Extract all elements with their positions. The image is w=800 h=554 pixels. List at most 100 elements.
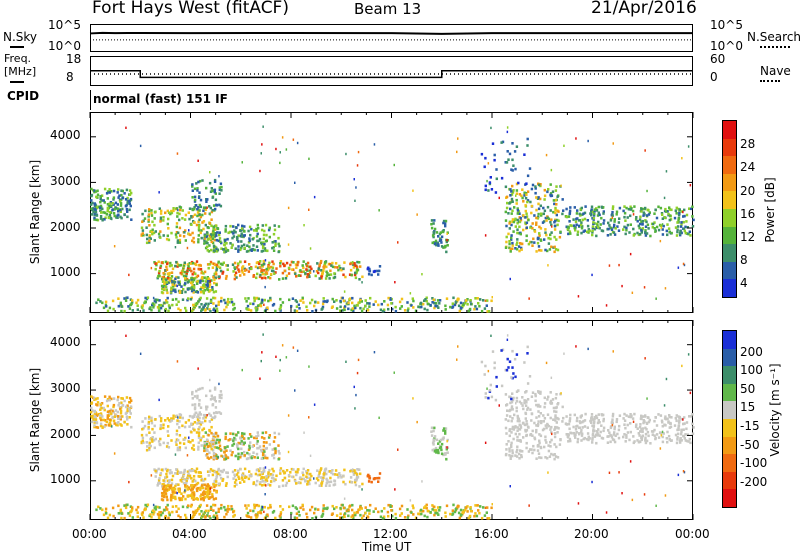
power-cell bbox=[511, 247, 514, 250]
power-cell bbox=[172, 209, 175, 213]
velocity-speckle bbox=[397, 448, 399, 451]
sky-tick-top: 10^5 bbox=[48, 18, 81, 32]
power-cell bbox=[482, 299, 485, 302]
velocity-cell bbox=[304, 479, 307, 482]
power-cell bbox=[194, 263, 198, 267]
velocity-cell bbox=[692, 426, 695, 429]
velocity-cell bbox=[516, 429, 519, 432]
velocity-cell bbox=[524, 404, 528, 407]
power-cell bbox=[234, 247, 237, 250]
power-cell bbox=[230, 246, 233, 249]
power-cell bbox=[613, 218, 616, 221]
velocity-cell bbox=[198, 426, 201, 429]
power-cell bbox=[364, 304, 367, 308]
velocity-speckle bbox=[416, 420, 418, 424]
power-cell bbox=[237, 250, 240, 253]
power-cell bbox=[183, 283, 186, 287]
power-cell bbox=[113, 214, 116, 218]
velocity-cell bbox=[242, 437, 246, 440]
power-cell bbox=[198, 191, 201, 194]
velocity-cell bbox=[301, 471, 304, 474]
velocity-cell bbox=[101, 415, 104, 418]
velocity-cell bbox=[233, 513, 236, 517]
velocity-cell bbox=[121, 397, 124, 400]
power-cell bbox=[554, 199, 557, 202]
power-cell bbox=[369, 296, 372, 300]
power-cell bbox=[209, 248, 213, 252]
power-cell bbox=[101, 207, 104, 211]
power-cell bbox=[194, 272, 197, 276]
power-cell bbox=[540, 214, 543, 217]
velocity-cell bbox=[119, 417, 122, 421]
power-cell bbox=[175, 231, 179, 234]
velocity-cell bbox=[190, 477, 193, 480]
velocity-cell bbox=[438, 509, 441, 512]
velocity-cell bbox=[243, 450, 246, 454]
velocity-cell bbox=[271, 467, 274, 471]
velocity-cell bbox=[596, 431, 599, 435]
velocity-cell bbox=[212, 440, 215, 444]
power-cell bbox=[451, 305, 455, 308]
velocity-cell bbox=[120, 512, 123, 515]
colorbar-segment bbox=[723, 138, 736, 157]
velocity-cell bbox=[196, 487, 199, 491]
power-cell bbox=[112, 189, 116, 193]
velocity-cell bbox=[529, 433, 532, 437]
velocity-cell bbox=[644, 426, 647, 430]
velocity-cell bbox=[546, 456, 549, 460]
velocity-cell bbox=[623, 423, 626, 426]
power-cell bbox=[90, 193, 94, 197]
velocity-cell bbox=[172, 487, 175, 491]
power-cell bbox=[580, 226, 584, 230]
power-cell bbox=[611, 214, 614, 217]
power-cell bbox=[211, 189, 214, 193]
power-cell bbox=[202, 227, 205, 231]
power-cell bbox=[167, 238, 171, 242]
velocity-cell bbox=[609, 440, 612, 444]
velocity-speckle bbox=[612, 350, 614, 353]
velocity-cell bbox=[209, 398, 213, 401]
power-cell bbox=[438, 299, 442, 302]
velocity-cell bbox=[432, 443, 435, 446]
velocity-cell bbox=[174, 495, 177, 499]
power-cell bbox=[200, 277, 204, 280]
power-cell bbox=[269, 298, 272, 302]
power-cell bbox=[679, 233, 682, 237]
power-cell bbox=[198, 179, 202, 183]
velocity-cell bbox=[159, 513, 163, 517]
power-cell bbox=[121, 196, 124, 200]
velocity-cell bbox=[368, 509, 371, 512]
power-cell bbox=[537, 207, 541, 211]
power-cell bbox=[353, 304, 356, 308]
velocity-cell bbox=[277, 432, 281, 436]
power-cell bbox=[166, 222, 169, 226]
velocity-cell bbox=[177, 514, 180, 518]
velocity-cell bbox=[186, 488, 190, 491]
power-cell bbox=[225, 305, 228, 309]
velocity-cell bbox=[438, 446, 442, 450]
power-cell bbox=[111, 208, 114, 212]
power-cell bbox=[529, 200, 532, 204]
velocity-cell bbox=[178, 497, 182, 500]
power-cell bbox=[577, 219, 581, 222]
velocity-cell bbox=[490, 395, 494, 399]
velocity-cell bbox=[535, 403, 538, 407]
power-cell bbox=[105, 305, 108, 308]
power-cell bbox=[612, 231, 616, 234]
power-cell bbox=[253, 296, 256, 300]
power-cell bbox=[197, 220, 200, 223]
velocity-cell bbox=[167, 418, 171, 422]
power-cell bbox=[339, 299, 342, 303]
power-cell bbox=[685, 220, 688, 223]
power-cell bbox=[495, 168, 498, 171]
power-cell bbox=[90, 213, 94, 216]
power-cell bbox=[487, 310, 491, 313]
power-speckle bbox=[263, 303, 265, 306]
velocity-cell bbox=[504, 453, 508, 457]
velocity-cell bbox=[597, 419, 600, 422]
velocity-cell bbox=[131, 507, 134, 511]
velocity-cell bbox=[474, 504, 477, 507]
power-cell bbox=[264, 249, 267, 252]
power-cell bbox=[170, 209, 173, 213]
velocity-speckle bbox=[209, 487, 211, 490]
